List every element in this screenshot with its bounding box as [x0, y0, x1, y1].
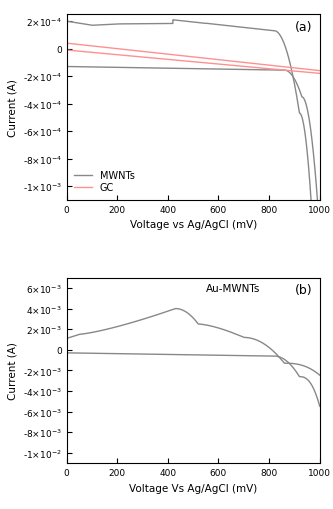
MWNTs: [94, 23, 98, 29]
Text: Au-MWNTs: Au-MWNTs: [206, 284, 260, 294]
Y-axis label: Current (A): Current (A): [7, 342, 17, 400]
MWNTs: [318, 374, 322, 380]
MWNTs: [173, 18, 177, 24]
GC: [94, 44, 98, 50]
GC: [162, 51, 166, 58]
MWNTs: [285, 51, 289, 58]
MWNTs: [65, 19, 69, 25]
X-axis label: Voltage Vs Ag/AgCl (mV): Voltage Vs Ag/AgCl (mV): [129, 483, 257, 493]
Y-axis label: Current (A): Current (A): [7, 79, 17, 137]
GC: [65, 41, 69, 47]
Text: (a): (a): [295, 21, 312, 34]
GC: [109, 46, 113, 52]
X-axis label: Voltage vs Ag/AgCl (mV): Voltage vs Ag/AgCl (mV): [130, 220, 257, 230]
Line: MWNTs: MWNTs: [67, 21, 320, 377]
GC: [313, 68, 317, 74]
MWNTs: [313, 262, 317, 268]
Line: GC: GC: [67, 44, 320, 71]
MWNTs: [171, 18, 175, 24]
GC: [318, 68, 322, 74]
Legend: MWNTs, GC: MWNTs, GC: [72, 168, 138, 195]
GC: [285, 65, 289, 71]
Text: (b): (b): [294, 284, 312, 297]
MWNTs: [162, 21, 166, 27]
MWNTs: [109, 22, 113, 29]
GC: [172, 53, 176, 59]
